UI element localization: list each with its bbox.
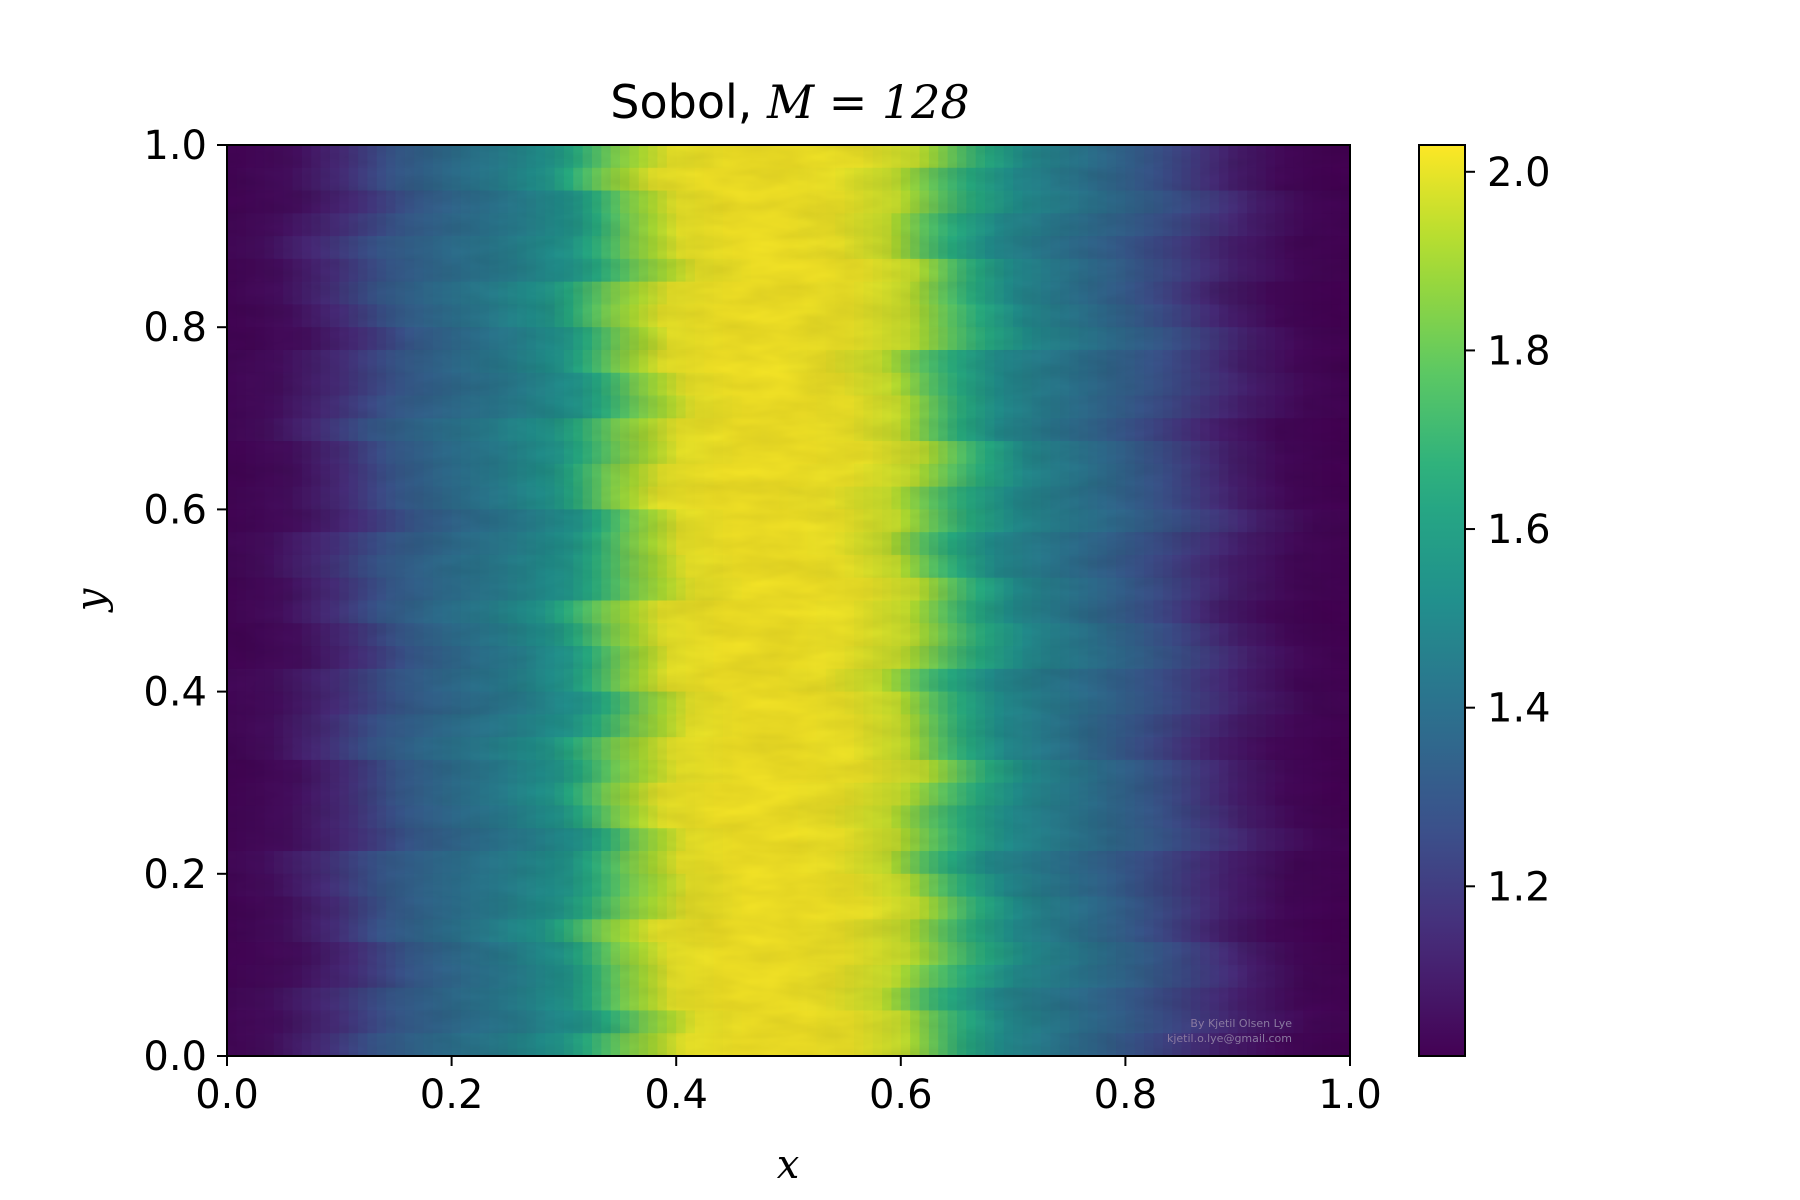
credit-name: By Kjetil Olsen Lye: [1190, 1017, 1292, 1030]
x-tick-label: 0.6: [869, 1072, 933, 1118]
colorbar-tick-label: 2.0: [1487, 150, 1551, 196]
x-tick-label: 1.0: [1318, 1072, 1382, 1118]
colorbar-tick-label: 1.8: [1487, 328, 1551, 374]
colorbar-tick-label: 1.2: [1487, 864, 1551, 910]
chart-title: Sobol, M = 128: [610, 75, 969, 129]
y-axis: 0.0 0.2 0.4 0.6 0.8 1.0: [143, 123, 227, 1080]
x-axis: 0.0 0.2 0.4 0.6 0.8 1.0: [195, 1056, 1382, 1118]
x-tick-label: 0.0: [195, 1072, 259, 1118]
x-axis-title: x: [777, 1142, 800, 1188]
x-tick-label: 0.4: [644, 1072, 708, 1118]
y-tick-label: 1.0: [143, 123, 207, 169]
x-tick-label: 0.8: [1094, 1072, 1158, 1118]
colorbar-axis: 1.2 1.4 1.6 1.8 2.0: [1465, 150, 1551, 910]
credit-email: kjetil.o.lye@gmail.com: [1167, 1032, 1292, 1045]
heatmap-texture: [227, 145, 1350, 1056]
plot-frame: [226, 144, 1351, 1057]
y-axis-title: y: [68, 587, 114, 613]
colorbar: [1418, 144, 1466, 1057]
y-tick-label: 0.2: [143, 852, 207, 898]
x-tick-label: 0.2: [420, 1072, 484, 1118]
colorbar-tick-label: 1.6: [1487, 507, 1551, 553]
y-tick-label: 0.4: [143, 670, 207, 716]
y-tick-label: 0.6: [143, 487, 207, 533]
y-tick-label: 0.0: [143, 1034, 207, 1080]
y-tick-label: 0.8: [143, 305, 207, 351]
colorbar-tick-label: 1.4: [1487, 686, 1551, 732]
